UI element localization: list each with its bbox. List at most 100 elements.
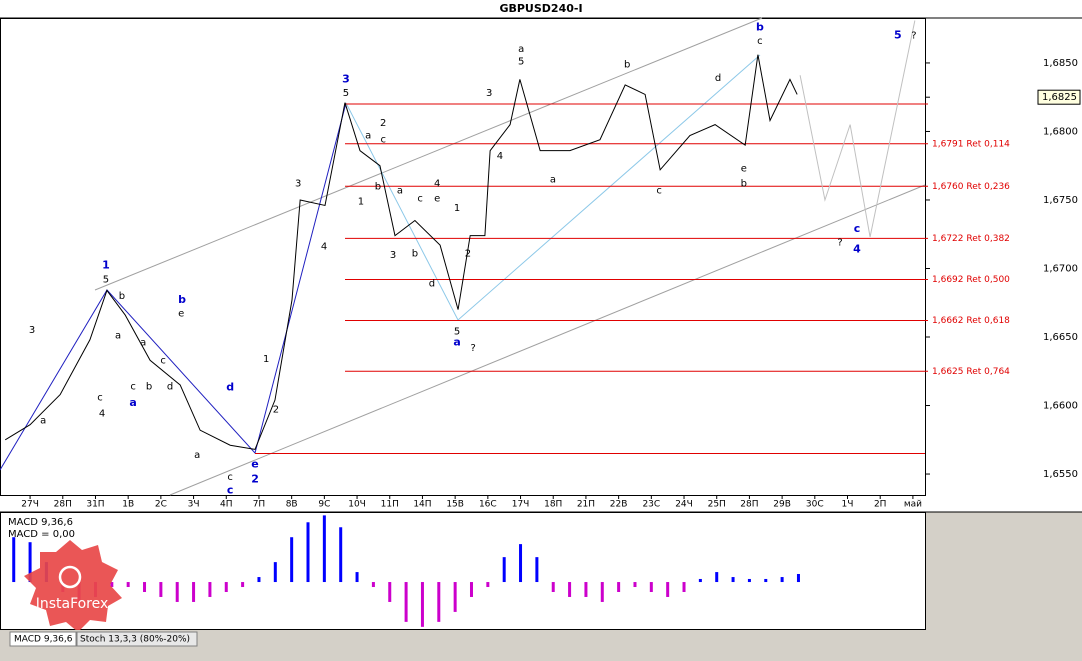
level-label: 1,6791 Ret 0,114 — [932, 139, 1010, 149]
x-tick-label: 28П — [740, 500, 758, 510]
wave-label: a — [140, 337, 146, 348]
wave-label: 5 — [343, 88, 349, 99]
macd-bar — [175, 582, 179, 602]
macd-bar — [28, 542, 32, 583]
tab-label[interactable]: MACD 9,36,6 — [14, 635, 73, 645]
wave-label: d — [429, 279, 435, 290]
wave-label: b — [119, 291, 125, 302]
macd-bar — [126, 582, 130, 588]
wave-label: 5 — [103, 274, 109, 285]
wave-label: 2 — [273, 405, 279, 416]
wave-label: e — [434, 194, 440, 205]
wave-label: b — [756, 20, 764, 33]
macd-bar — [747, 578, 751, 583]
y-tick-label: 1,6700 — [1043, 263, 1078, 274]
x-tick-label: 21П — [577, 500, 595, 510]
wave-label: b — [624, 59, 630, 70]
level-label: 1,6760 Ret 0,236 — [932, 182, 1010, 192]
macd-bar — [682, 582, 686, 592]
macd-background — [0, 512, 925, 630]
tab[interactable] — [9, 631, 77, 647]
tab[interactable] — [76, 631, 198, 647]
wave-label: 5 — [894, 29, 902, 42]
wave-label: b — [375, 181, 381, 192]
macd-bar — [502, 557, 506, 583]
macd-bar — [764, 578, 768, 583]
wave-label: a — [115, 331, 121, 342]
macd-bar — [698, 578, 702, 583]
wave-label: d — [715, 73, 721, 84]
wave-label: 3 — [29, 325, 35, 336]
x-tick-label: 24Ч — [675, 500, 693, 510]
wave-label: 1 — [263, 354, 269, 365]
last-price-box — [1037, 89, 1081, 105]
wave-label: a — [397, 185, 403, 196]
tab-label[interactable]: Stoch 13,3,3 (80%-20%) — [80, 635, 190, 645]
wave-label: 1 — [358, 196, 364, 207]
macd-bar — [290, 537, 294, 583]
y-tick-label: 1,6650 — [1043, 332, 1078, 343]
watermark-logo: InstaForex — [24, 540, 122, 632]
wave-label: 2 — [251, 473, 259, 486]
macd-bar — [633, 582, 637, 588]
x-tick-label: 15В — [446, 500, 464, 510]
x-tick-label: 2П — [874, 500, 887, 510]
wave-label: a — [550, 174, 556, 185]
macd-bar — [535, 557, 539, 583]
level-label: 1,6662 Ret 0,618 — [932, 316, 1010, 326]
wave-label: ? — [837, 237, 842, 248]
macd-bar — [715, 572, 719, 583]
wave-label: b — [178, 293, 186, 306]
wave-label: e — [178, 309, 184, 320]
x-tick-label: 7П — [253, 500, 266, 510]
wave-label: b — [146, 381, 152, 392]
wave-label: b — [412, 248, 418, 259]
macd-bar — [241, 582, 245, 588]
x-tick-label: 14П — [413, 500, 431, 510]
x-tick-label: май — [904, 500, 922, 510]
wave-label: a — [194, 450, 200, 461]
wave-label: 4 — [99, 409, 105, 420]
macd-bar — [159, 582, 163, 597]
wave-label: 4 — [497, 151, 503, 162]
macd-plot — [12, 515, 800, 627]
wave-label: c — [97, 392, 103, 403]
macd-bar — [617, 582, 621, 592]
wave-label: a — [518, 44, 524, 55]
x-tick-label: 1В — [122, 500, 134, 510]
macd-bar — [486, 582, 490, 588]
wave-label: c — [380, 135, 386, 146]
wave-label: d — [226, 381, 234, 394]
wave-label: a — [40, 416, 46, 427]
channel-lines — [94, 17, 926, 496]
macd-bar — [273, 562, 277, 583]
macd-bar — [796, 573, 800, 583]
wave-label: e — [251, 457, 258, 470]
x-tick-label: 23С — [642, 500, 660, 510]
plot-frame — [0, 18, 926, 496]
macd-bar — [551, 582, 555, 592]
x-tick-label: 8В — [286, 500, 298, 510]
price-line — [4, 54, 798, 450]
wave-label: 3 — [295, 179, 301, 190]
wave-label: e — [741, 163, 747, 174]
wave-label: ? — [911, 31, 916, 42]
macd-bar — [224, 582, 228, 592]
y-tick-label: 1,6550 — [1043, 469, 1078, 480]
macd-bar — [110, 582, 114, 588]
wave-label: a — [365, 131, 371, 142]
chart-background — [0, 0, 1082, 512]
macd-bar — [388, 582, 392, 602]
macd-bar — [306, 522, 310, 583]
macd-title: MACD 9,36,6 — [8, 517, 73, 528]
x-tick-label: 9С — [318, 500, 330, 510]
macd-bar — [600, 582, 604, 602]
macd-bar — [437, 582, 441, 622]
wave-label: 1 — [454, 203, 460, 214]
wave-label: c — [854, 222, 861, 235]
main-plot: 1,6550 1,6600 1,6650 1,6700 1,6750 1,6800 1,68… — [4, 20, 1081, 510]
wave-label: c — [130, 381, 136, 392]
x-tick-label: 3Ч — [188, 500, 200, 510]
x-tick-label: 31П — [86, 500, 104, 510]
